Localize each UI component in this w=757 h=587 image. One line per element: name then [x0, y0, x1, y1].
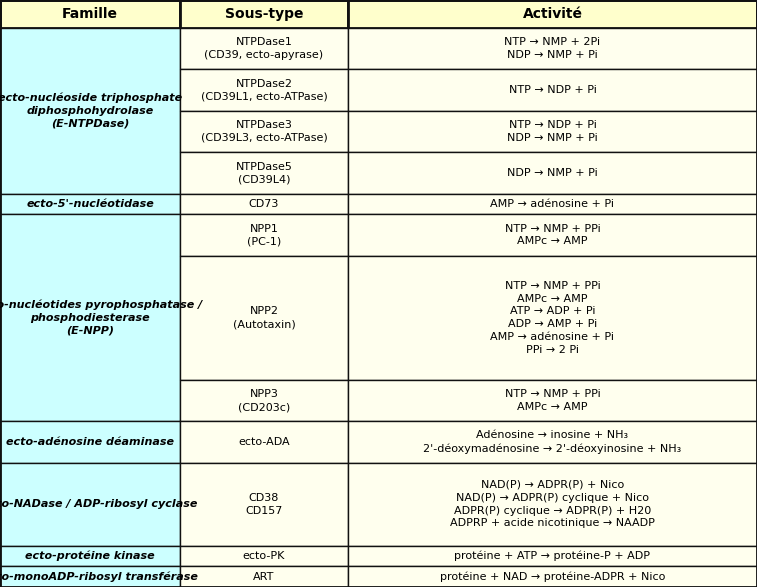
Bar: [0, 545, 180, 566]
Bar: [180, 545, 348, 566]
Text: protéine + ATP → protéine-P + ADP: protéine + ATP → protéine-P + ADP: [454, 551, 650, 561]
Bar: [0, 28, 180, 194]
Bar: [180, 0, 348, 28]
Text: NPP3
(CD203c): NPP3 (CD203c): [238, 389, 290, 412]
Bar: [180, 152, 348, 194]
Text: NDP → NMP + Pi: NDP → NMP + Pi: [507, 168, 598, 178]
Bar: [0, 566, 180, 587]
Text: Activité: Activité: [522, 7, 582, 21]
Text: NTPDase2
(CD39L1, ecto-ATPase): NTPDase2 (CD39L1, ecto-ATPase): [201, 79, 327, 102]
Bar: [180, 69, 348, 111]
Text: ecto-nucléoside triphosphate
diphosphohydrolase
(E-NTPDase): ecto-nucléoside triphosphate diphosphohy…: [0, 93, 182, 129]
Bar: [348, 380, 757, 421]
Text: NTP → NMP + PPi
AMPc → AMP: NTP → NMP + PPi AMPc → AMP: [505, 224, 600, 247]
Text: NPP2
(Autotaxin): NPP2 (Autotaxin): [232, 306, 295, 329]
Text: NTP → NMP + 2Pi
NDP → NMP + Pi: NTP → NMP + 2Pi NDP → NMP + Pi: [504, 38, 600, 60]
Text: ecto-protéine kinase: ecto-protéine kinase: [25, 551, 155, 561]
Bar: [348, 28, 757, 69]
Bar: [0, 0, 180, 28]
Text: ecto-PK: ecto-PK: [243, 551, 285, 561]
Bar: [348, 152, 757, 194]
Bar: [180, 380, 348, 421]
Text: NPP1
(PC-1): NPP1 (PC-1): [247, 224, 281, 247]
Text: ecto-ADA: ecto-ADA: [238, 437, 290, 447]
Bar: [0, 214, 180, 421]
Bar: [180, 28, 348, 69]
Bar: [348, 214, 757, 256]
Text: NTPDase5
(CD39L4): NTPDase5 (CD39L4): [235, 161, 292, 184]
Bar: [0, 421, 180, 463]
Text: CD38
CD157: CD38 CD157: [245, 492, 282, 515]
Text: protéine + NAD → protéine-ADPR + Nico: protéine + NAD → protéine-ADPR + Nico: [440, 571, 665, 582]
Text: ecto-monoADP-ribosyl transférase: ecto-monoADP-ribosyl transférase: [0, 571, 198, 582]
Bar: [348, 566, 757, 587]
Text: NTP → NDP + Pi
NDP → NMP + Pi: NTP → NDP + Pi NDP → NMP + Pi: [507, 120, 598, 143]
Text: NTPDase3
(CD39L3, ecto-ATPase): NTPDase3 (CD39L3, ecto-ATPase): [201, 120, 327, 143]
Text: Sous-type: Sous-type: [225, 7, 304, 21]
Bar: [348, 545, 757, 566]
Text: Famille: Famille: [62, 7, 118, 21]
Bar: [348, 0, 757, 28]
Bar: [180, 421, 348, 463]
Text: NAD(P) → ADPR(P) + Nico
NAD(P) → ADPR(P) cyclique + Nico
ADPR(P) cyclique → ADPR: NAD(P) → ADPR(P) + Nico NAD(P) → ADPR(P)…: [450, 480, 655, 528]
Bar: [180, 566, 348, 587]
Text: NTP → NDP + Pi: NTP → NDP + Pi: [509, 85, 597, 95]
Bar: [348, 69, 757, 111]
Text: ecto-NADase / ADP-ribosyl cyclase: ecto-NADase / ADP-ribosyl cyclase: [0, 499, 198, 509]
Text: ecto-adénosine déaminase: ecto-adénosine déaminase: [6, 437, 174, 447]
Text: NTP → NMP + PPi
AMPc → AMP: NTP → NMP + PPi AMPc → AMP: [505, 389, 600, 412]
Bar: [180, 194, 348, 214]
Text: ART: ART: [254, 572, 275, 582]
Bar: [348, 463, 757, 545]
Bar: [180, 463, 348, 545]
Bar: [348, 111, 757, 152]
Bar: [348, 421, 757, 463]
Text: CD73: CD73: [249, 199, 279, 209]
Text: Adénosine → inosine + NH₃
2'-déoxymadénosine → 2'-déoxyinosine + NH₃: Adénosine → inosine + NH₃ 2'-déoxymadéno…: [423, 430, 681, 454]
Bar: [180, 111, 348, 152]
Bar: [348, 194, 757, 214]
Text: NTP → NMP + PPi
AMPc → AMP
ATP → ADP + Pi
ADP → AMP + Pi
AMP → adénosine + Pi
PP: NTP → NMP + PPi AMPc → AMP ATP → ADP + P…: [491, 281, 615, 355]
Text: NTPDase1
(CD39, ecto-apyrase): NTPDase1 (CD39, ecto-apyrase): [204, 38, 323, 60]
Bar: [348, 256, 757, 380]
Bar: [0, 463, 180, 545]
Text: AMP → adénosine + Pi: AMP → adénosine + Pi: [491, 199, 615, 209]
Bar: [0, 194, 180, 214]
Text: ecto-nucléotides pyrophosphatase /
phosphodiesterase
(E-NPP): ecto-nucléotides pyrophosphatase / phosp…: [0, 300, 203, 336]
Bar: [180, 256, 348, 380]
Text: ecto-5'-nucléotidase: ecto-5'-nucléotidase: [26, 199, 154, 209]
Bar: [180, 214, 348, 256]
